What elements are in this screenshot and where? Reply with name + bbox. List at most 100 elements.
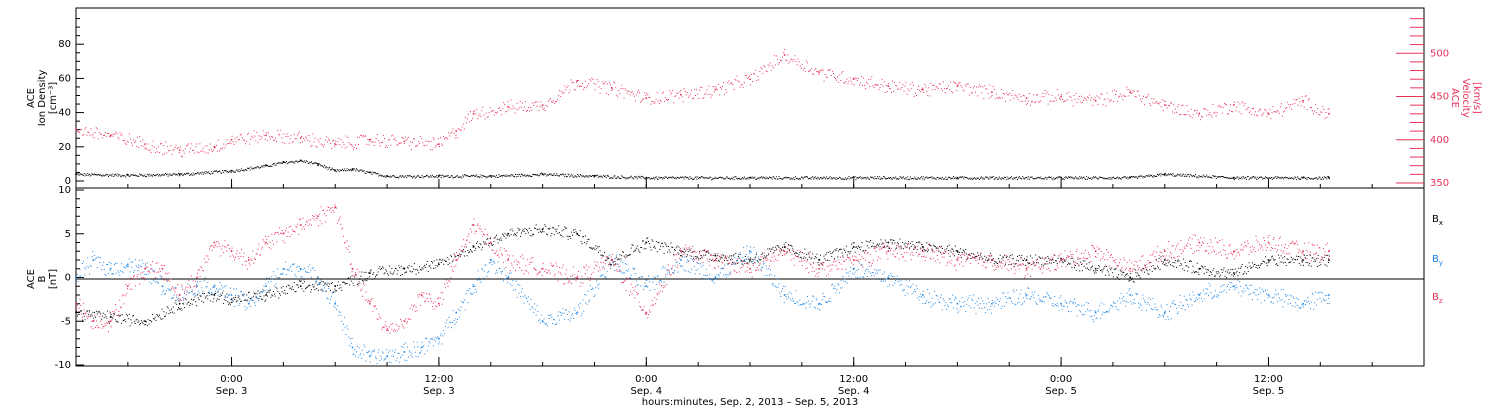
bx-series-sample [436, 259, 437, 260]
bx-series-sample [772, 249, 773, 250]
velocity-series-sample [850, 77, 851, 78]
bx-series-sample [163, 311, 164, 312]
bx-series-sample [600, 250, 601, 251]
velocity-series-sample [355, 144, 356, 145]
bx-series-sample [101, 319, 102, 320]
density-series-sample [675, 177, 676, 178]
density-series-sample [410, 176, 411, 177]
bx-series-sample [340, 284, 341, 285]
density-series-sample [305, 162, 306, 163]
by-series-sample [131, 267, 132, 268]
velocity-series-sample [609, 82, 610, 83]
density-series-sample [690, 176, 691, 177]
velocity-series-sample [583, 89, 584, 90]
density-series-sample [951, 178, 952, 179]
density-series-sample [200, 172, 201, 173]
velocity-series-sample [1057, 89, 1058, 90]
bx-series-sample [651, 250, 652, 251]
velocity-series-sample [901, 87, 902, 88]
velocity-series-sample [1055, 97, 1056, 98]
bx-series-sample [285, 293, 286, 294]
density-series-sample [352, 169, 353, 170]
velocity-series-sample [400, 143, 401, 144]
by-series-sample [488, 271, 489, 272]
velocity-series-sample [996, 94, 997, 95]
bx-series-sample [356, 279, 357, 280]
density-series-sample [1120, 178, 1121, 179]
velocity-series-sample [1010, 100, 1011, 101]
bx-series-sample [391, 268, 392, 269]
bx-series-sample [143, 321, 144, 322]
velocity-series-sample [785, 59, 786, 60]
bx-series-sample [209, 293, 210, 294]
density-series-sample [430, 175, 431, 176]
bx-series-sample [451, 256, 452, 257]
density-series-sample [1184, 176, 1185, 177]
density-series-sample [710, 177, 711, 178]
by-series-sample [93, 260, 94, 261]
by-series-sample [220, 289, 221, 290]
by-series-sample [340, 315, 341, 316]
by-series-sample [446, 322, 447, 323]
by-series-sample [105, 275, 106, 276]
velocity-series-sample [612, 89, 613, 90]
density-series-sample [309, 162, 310, 163]
velocity-series-sample [1136, 97, 1137, 98]
density-series-sample [895, 177, 896, 178]
density-series-sample [784, 177, 785, 178]
velocity-series-sample [635, 101, 636, 102]
density-series-sample [696, 179, 697, 180]
by-series-sample [432, 339, 433, 340]
bx-series-sample [1289, 262, 1290, 263]
bx-series-sample [486, 243, 487, 244]
density-series-sample [1200, 176, 1201, 177]
bx-series-sample [1067, 264, 1068, 265]
density-series-sample [118, 176, 119, 177]
density-series-sample [276, 165, 277, 166]
density-series-sample [922, 178, 923, 179]
density-series-sample [725, 178, 726, 179]
density-series-sample [235, 172, 236, 173]
bx-series-sample [1253, 266, 1254, 267]
by-series-sample [402, 355, 403, 356]
bx-series-sample [206, 296, 207, 297]
bx-series-sample [625, 257, 626, 258]
bx-series-sample [397, 274, 398, 275]
density-series-sample [550, 173, 551, 174]
bx-series-sample [1279, 257, 1280, 258]
velocity-series-sample [954, 82, 955, 83]
bx-series-sample [639, 252, 640, 253]
velocity-series-sample [738, 81, 739, 82]
bx-series-sample [876, 245, 877, 246]
bx-series-sample [340, 287, 341, 288]
density-series-sample [959, 177, 960, 178]
density-series-sample [576, 177, 577, 178]
bx-series-sample [1237, 275, 1238, 276]
velocity-series-sample [634, 96, 635, 97]
by-series-sample [463, 302, 464, 303]
velocity-series-sample [484, 115, 485, 116]
density-series-sample [362, 171, 363, 172]
bx-series-sample [1317, 266, 1318, 267]
bx-series-sample [604, 252, 605, 253]
density-series-sample [718, 178, 719, 179]
bx-series-sample [162, 309, 163, 310]
velocity-series-sample [995, 98, 996, 99]
bx-series-sample [423, 269, 424, 270]
bx-series-sample [1234, 274, 1235, 275]
by-series-sample [96, 258, 97, 259]
velocity-series-sample [175, 147, 176, 148]
bx-series-sample [288, 285, 289, 286]
bx-series-sample [886, 242, 887, 243]
density-series-sample [1258, 178, 1259, 179]
bx-series-sample [752, 259, 753, 260]
velocity-series-point [214, 146, 216, 148]
velocity-series-sample [983, 98, 984, 99]
density-series-sample [172, 175, 173, 176]
velocity-series-sample [949, 89, 950, 90]
bx-series-sample [281, 287, 282, 288]
velocity-series-sample [389, 139, 390, 140]
density-series-sample [1077, 179, 1078, 180]
density-series-sample [268, 166, 269, 167]
density-series-sample [1097, 179, 1098, 180]
